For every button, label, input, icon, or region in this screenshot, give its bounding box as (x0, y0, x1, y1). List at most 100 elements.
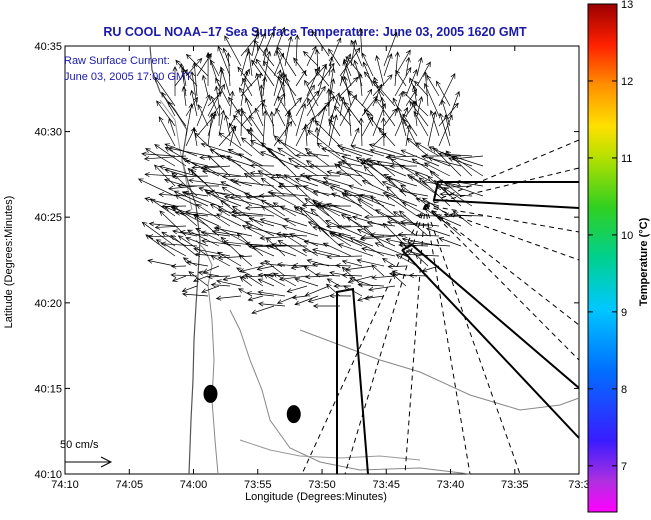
current-vector (144, 172, 176, 178)
current-vector (361, 88, 373, 107)
current-vector (229, 178, 253, 187)
current-vector (236, 232, 264, 257)
current-vector (173, 190, 209, 207)
current-vector (247, 295, 264, 302)
current-vector (322, 176, 352, 187)
current-vector (241, 110, 253, 127)
current-vector (375, 54, 385, 87)
current-vector (341, 272, 363, 278)
current-vector (147, 258, 176, 267)
colorbar-tick-label: 11 (621, 153, 632, 165)
current-vector (196, 204, 231, 227)
current-vector (229, 125, 237, 147)
current-vector (401, 201, 429, 217)
current-vector (155, 239, 187, 257)
current-vector (200, 230, 231, 237)
current-vector (317, 105, 327, 137)
current-vector (224, 114, 231, 137)
current-vector (335, 263, 352, 269)
current-vector (221, 186, 253, 207)
current-vector (200, 142, 242, 157)
current-vector (361, 180, 396, 197)
current-vector-field (137, 26, 484, 315)
current-vector (343, 75, 352, 107)
current-vector (358, 27, 364, 57)
current-vector (438, 102, 459, 127)
current-vector (267, 272, 297, 278)
current-vector (295, 153, 319, 159)
current-vector (413, 80, 429, 97)
current-vector (226, 155, 253, 177)
current-vector (210, 95, 220, 117)
current-vector (308, 163, 341, 169)
current-vector (239, 265, 264, 274)
current-vector (144, 197, 176, 207)
current-vector (337, 243, 374, 257)
current-vector (443, 187, 473, 207)
current-vector (259, 235, 297, 241)
current-vector (423, 162, 451, 177)
current-vector (202, 265, 220, 274)
current-vector (304, 147, 330, 167)
current-vector (381, 258, 396, 267)
current-vector (409, 100, 429, 127)
current-vector (363, 295, 385, 301)
current-vector (374, 97, 396, 127)
current-vector (257, 290, 286, 297)
current-vector (443, 114, 451, 137)
current-vector (345, 265, 374, 272)
current-vector (167, 185, 198, 191)
current-vector (231, 205, 264, 227)
current-vector (251, 305, 275, 315)
current-vector (279, 205, 308, 217)
current-vector (322, 242, 352, 257)
current-vector (277, 147, 308, 167)
current-vector (197, 104, 209, 127)
current-vector (357, 73, 363, 97)
colorbar-tick-label: 8 (621, 384, 627, 396)
current-vector (440, 99, 451, 127)
current-vector (263, 273, 286, 287)
current-vector (382, 192, 418, 207)
current-vector (283, 174, 319, 197)
current-vector (244, 205, 286, 211)
current-vector (420, 154, 462, 167)
x-tick-label: 73:40 (437, 479, 465, 491)
y-tick-label: 40:25 (34, 212, 62, 224)
y-axis-ticks: 40:10 40:15 40:20 40:25 40:30 40:35 (34, 41, 579, 481)
current-vector (264, 260, 286, 277)
current-vector (277, 95, 297, 127)
current-vector (170, 234, 198, 257)
current-vector (261, 206, 297, 227)
current-vector (275, 173, 297, 187)
current-vector (304, 175, 341, 187)
current-vector (311, 30, 330, 57)
current-vector (181, 285, 198, 293)
current-vector (304, 197, 330, 217)
current-vector (276, 139, 308, 157)
current-vector (278, 182, 308, 207)
current-vector (269, 110, 275, 137)
current-vector (293, 57, 308, 77)
current-vector (359, 235, 396, 242)
current-vector (338, 233, 374, 247)
current-vector (171, 206, 209, 227)
current-vector (314, 48, 320, 77)
current-vector (222, 239, 264, 247)
current-vector (181, 291, 209, 297)
current-vector (310, 208, 330, 227)
current-vector (408, 273, 429, 279)
current-vector (195, 228, 231, 247)
current-vector (217, 104, 223, 127)
current-vector (215, 77, 231, 107)
current-vector (304, 79, 319, 107)
current-vector (326, 254, 363, 260)
current-vector (317, 64, 328, 97)
current-vector (137, 178, 176, 197)
current-vector (258, 301, 286, 307)
colorbar-ticks: 7 8 9 10 11 12 13 (588, 0, 633, 473)
current-vector (345, 56, 363, 77)
current-vector (394, 51, 400, 87)
current-vector (207, 274, 231, 280)
current-vector (238, 87, 253, 107)
